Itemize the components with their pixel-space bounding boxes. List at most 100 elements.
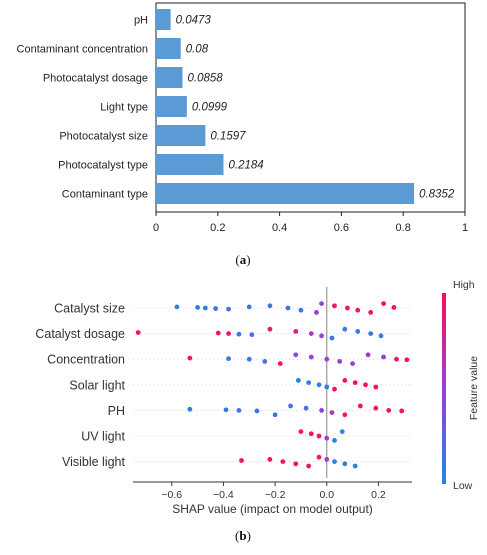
shap-point (373, 384, 379, 390)
bar-light-type (156, 96, 187, 117)
colorbar-high-label: High (453, 279, 475, 291)
caption-a: (a) (235, 252, 250, 267)
colorbar-low-label: Low (453, 480, 473, 492)
shap-point (386, 408, 392, 413)
shap-point (350, 361, 355, 366)
bar-category-label: Photocatalyst dosage (43, 73, 148, 85)
shap-point (285, 305, 291, 311)
shap-point (226, 356, 231, 362)
shap-point (363, 382, 368, 388)
panel-b-shap-beeswarm: Catalyst size Catalyst dosage Concentratio… (35, 279, 480, 543)
shap-point (262, 359, 268, 364)
shap-point (339, 429, 345, 434)
shap-point (357, 403, 363, 409)
shap-point (298, 429, 304, 434)
bar-category-label: Photocatalyst size (59, 131, 148, 143)
panel-a-value-labels: 0.0473 0.08 0.0858 0.0999 0.1597 0.2184 0.8352 (176, 15, 455, 201)
shap-point (195, 305, 200, 310)
shap-point (174, 304, 180, 310)
shap-point (226, 331, 231, 336)
caption-b: (b) (235, 528, 251, 543)
bar-ph (156, 9, 171, 30)
shap-point (223, 407, 229, 413)
shap-point (298, 307, 304, 313)
bar-value-label: 0.0473 (176, 15, 212, 27)
shap-point (324, 384, 330, 390)
shap-point (381, 301, 386, 306)
panel-a-bar-chart: pH Contaminant concentration Photocatalyst… (17, 2, 468, 267)
shap-point (319, 408, 324, 413)
shap-point (342, 461, 348, 467)
shap-point (293, 461, 299, 467)
shap-point (329, 335, 335, 341)
bar-photocatalyst-type (156, 154, 224, 175)
shap-point (324, 356, 330, 362)
shap-point (352, 380, 358, 385)
shap-point (381, 354, 386, 360)
shap-point (246, 356, 252, 362)
feature-label: UV light (81, 430, 125, 444)
shap-point (293, 329, 299, 334)
panel-a-x-axis: 0 0.2 0.4 0.6 0.8 1 (153, 212, 468, 234)
feature-label: Catalyst dosage (35, 327, 125, 341)
shap-point (373, 405, 379, 411)
panel-a-bars (156, 9, 415, 204)
bar-category-label: Contaminant type (62, 189, 148, 201)
shap-point (135, 330, 141, 335)
colorbar-gradient (442, 293, 446, 484)
shap-point (187, 355, 193, 361)
shap-point (239, 458, 244, 463)
shap-point (316, 382, 322, 388)
shap-point (267, 326, 273, 332)
shap-point (355, 307, 361, 313)
x-tick-label: 0.2 (210, 222, 225, 234)
bar-value-label: 0.0858 (188, 73, 224, 85)
x-tick-label: −0.4 (213, 489, 234, 501)
shap-point (303, 405, 309, 411)
feature-label: Concentration (47, 353, 125, 367)
shap-point (394, 356, 399, 362)
shap-point (324, 435, 330, 441)
shap-point (368, 310, 374, 315)
shap-point (236, 408, 242, 413)
caption-b-letter: b (239, 528, 246, 543)
bar-value-label: 0.8352 (419, 189, 455, 201)
bar-value-label: 0.1597 (210, 131, 246, 143)
shap-point (293, 352, 299, 358)
panel-a-category-labels: pH Contaminant concentration Photocatalyst… (17, 15, 149, 201)
feature-label: Catalyst size (54, 302, 125, 316)
shap-point (267, 303, 273, 309)
shap-point (329, 410, 335, 415)
shap-point (337, 359, 343, 364)
shap-point (306, 380, 312, 385)
shap-point (332, 386, 337, 392)
caption-a-letter: a (240, 252, 247, 267)
feature-label: Solar light (69, 378, 125, 392)
panel-b-row-guides (133, 307, 412, 463)
x-tick-label: 0.0 (319, 489, 334, 501)
shap-point (342, 412, 348, 418)
x-tick-label: 1 (462, 222, 468, 234)
shap-point (316, 433, 322, 439)
x-tick-label: 0.8 (396, 222, 411, 234)
shap-point (314, 310, 319, 315)
bar-value-label: 0.2184 (228, 160, 263, 172)
shap-point (355, 329, 361, 334)
bar-category-label: Contaminant concentration (17, 44, 148, 56)
shap-point (202, 305, 208, 311)
shap-point (316, 454, 322, 460)
shap-point (324, 457, 330, 462)
x-tick-label: −0.2 (265, 489, 286, 501)
shap-point (308, 354, 314, 360)
shap-point (399, 408, 405, 414)
shap-point (295, 378, 301, 383)
feature-label: PH (108, 404, 125, 418)
bar-photocatalyst-size (156, 125, 206, 146)
shap-point (319, 333, 324, 339)
shap-point (404, 357, 410, 363)
shap-point (378, 333, 384, 339)
shap-point (277, 361, 283, 366)
shap-point (288, 403, 293, 409)
x-tick-label: 0.2 (371, 489, 386, 501)
